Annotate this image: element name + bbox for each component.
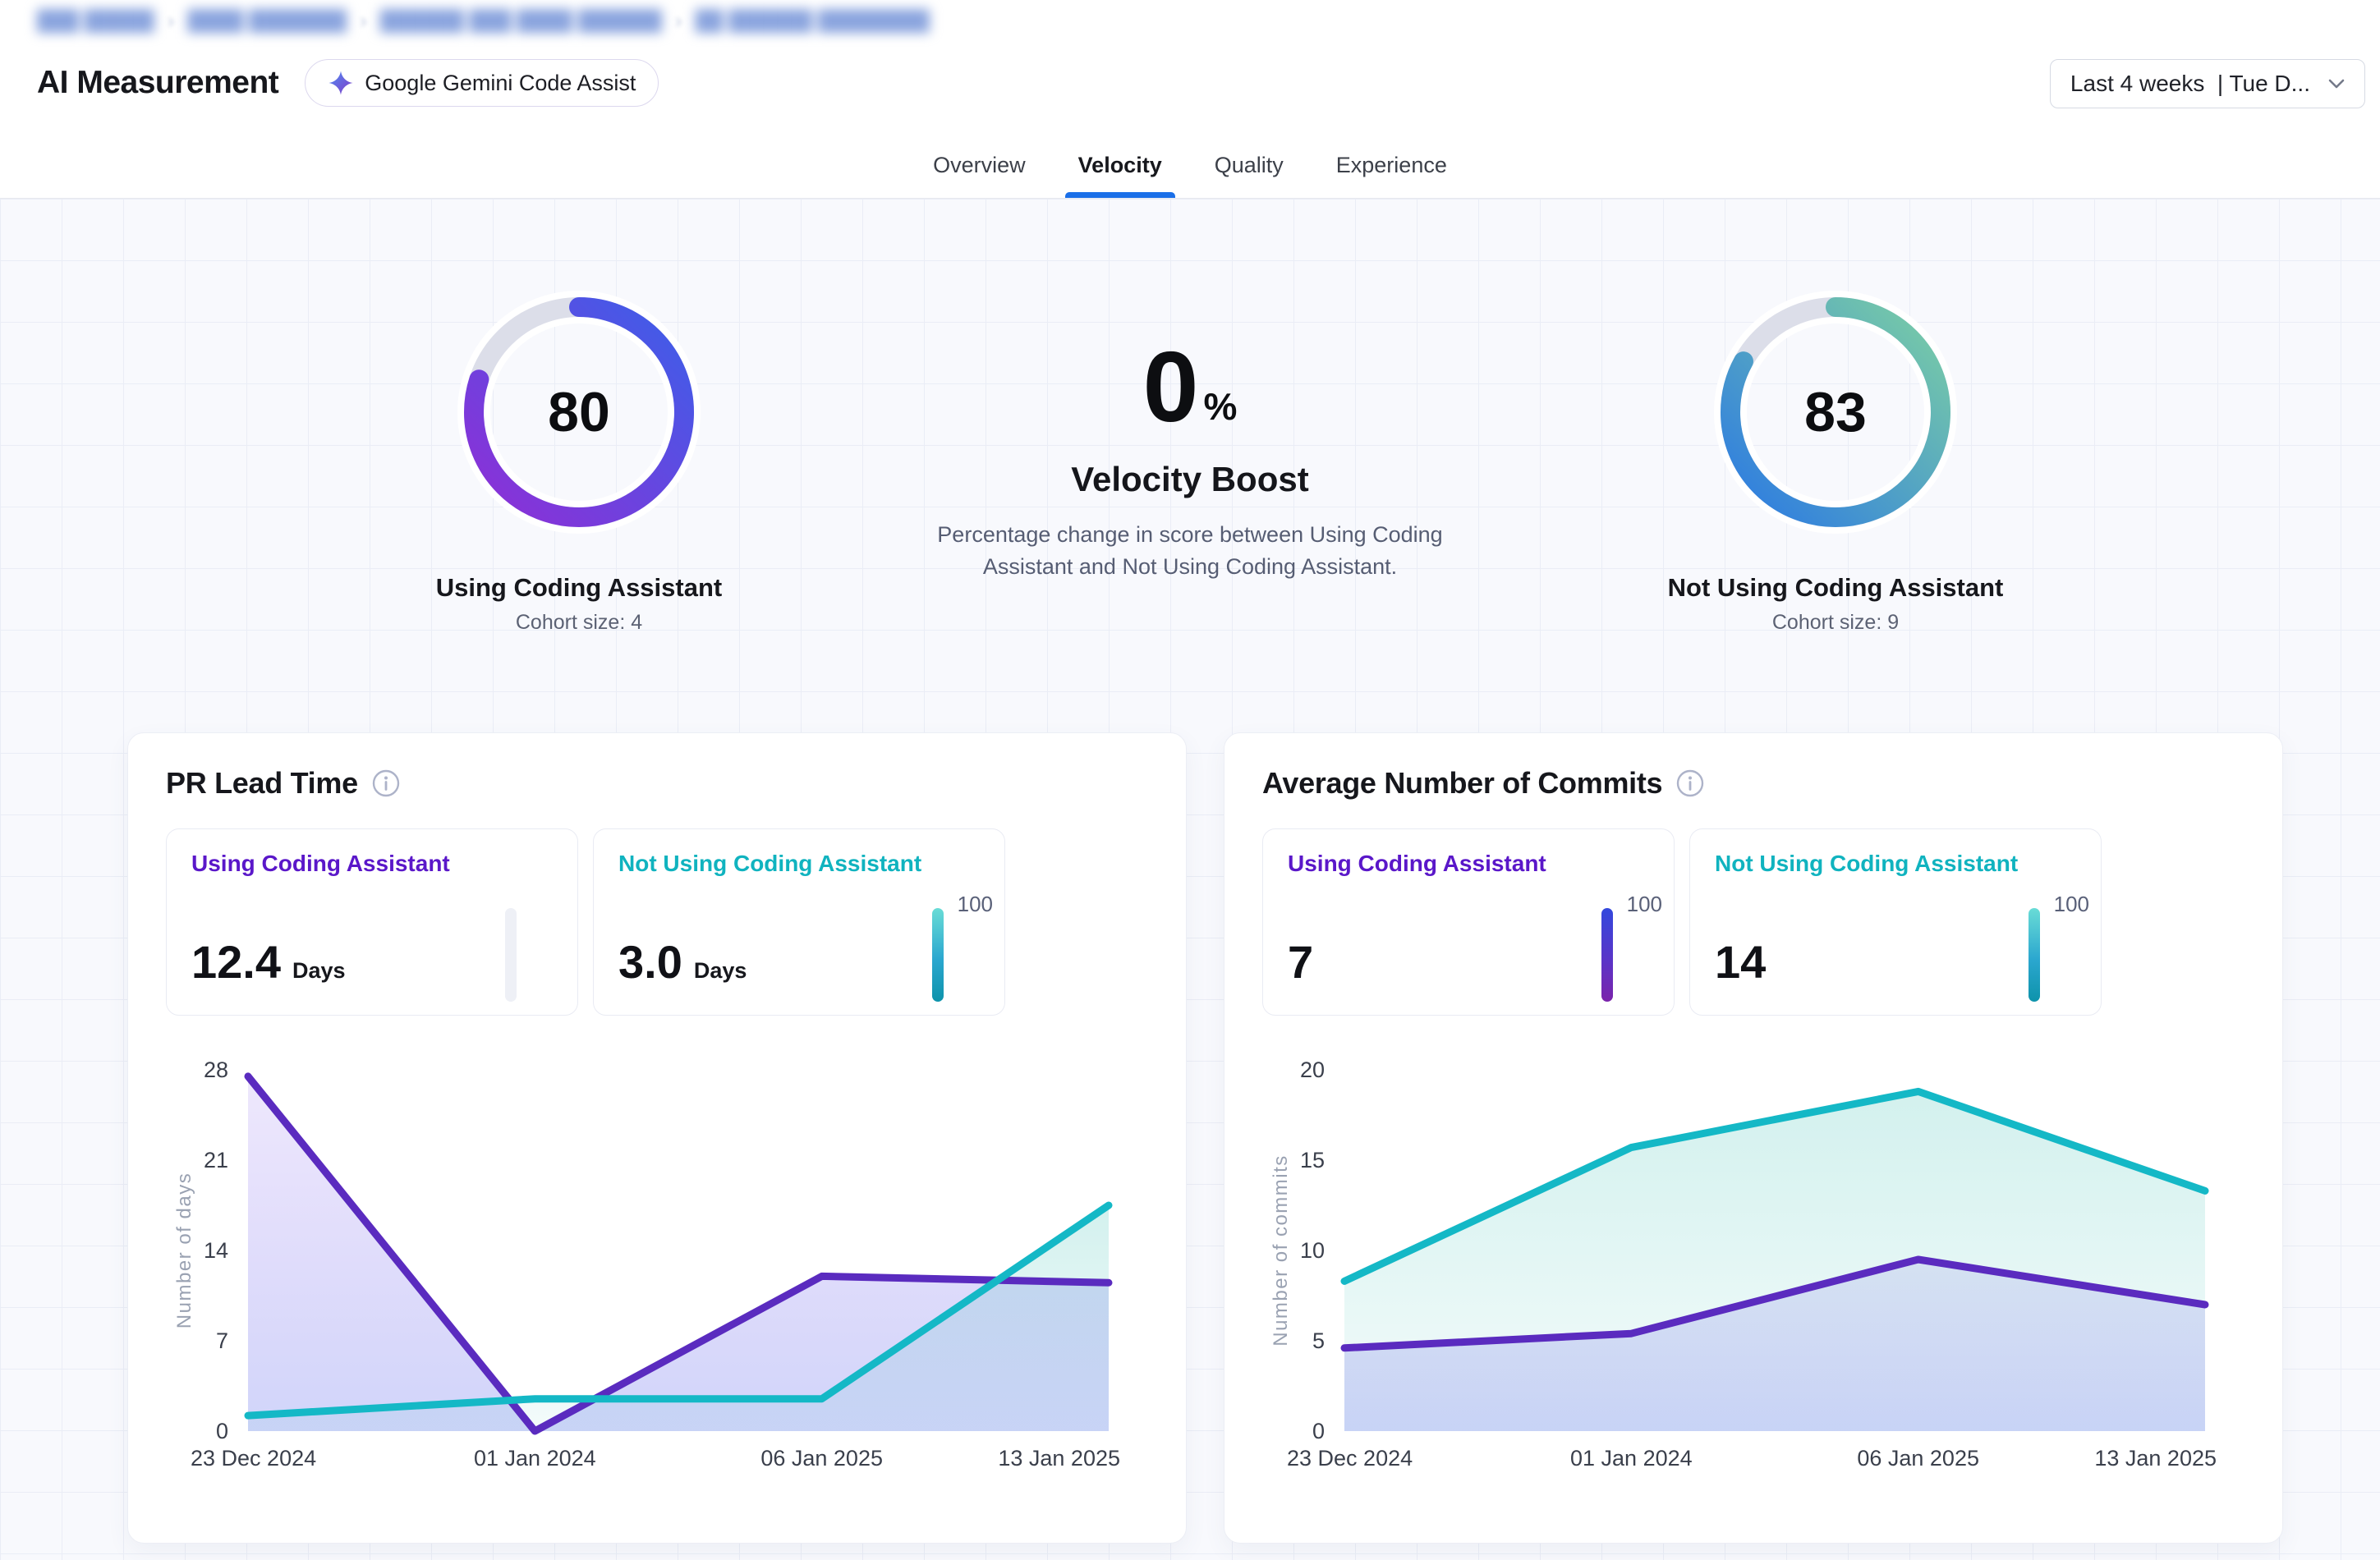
page-title: AI Measurement — [37, 65, 279, 100]
svg-text:7: 7 — [216, 1328, 228, 1353]
score-bar — [2029, 908, 2040, 1002]
gemini-sparkle-icon — [329, 71, 353, 95]
score-bar-max: 100 — [957, 892, 993, 916]
boost-percent-sign: % — [1203, 385, 1238, 428]
gemini-badge: Google Gemini Code Assist — [305, 59, 659, 107]
svg-text:01 Jan 2024: 01 Jan 2024 — [1570, 1446, 1693, 1471]
stat-card-not-using: Not Using Coding Assistant 3.0 Days 100 — [593, 828, 1005, 1016]
tab-bar: Overview Velocity Quality Experience — [0, 140, 2380, 199]
svg-text:06 Jan 2025: 06 Jan 2025 — [1857, 1446, 1979, 1471]
velocity-boost-title: Velocity Boost — [1071, 460, 1309, 498]
stat-value: 3.0 — [618, 936, 682, 988]
score-bar-max: 100 — [1626, 892, 1662, 916]
stat-label: Using Coding Assistant — [1288, 851, 1546, 876]
card-title: PR Lead Time — [166, 766, 358, 800]
top-bar: ███ █████ › ████ ███████ › ██████ ███ ██… — [0, 0, 2380, 140]
using-assistant-gauge-block: 80 Using Coding Assistant Cohort size: 4 — [316, 289, 842, 635]
info-icon[interactable] — [1675, 769, 1705, 798]
not-using-assistant-gauge: 83 — [1712, 289, 1959, 535]
svg-text:0: 0 — [216, 1419, 228, 1443]
svg-text:13 Jan 2025: 13 Jan 2025 — [2094, 1446, 2217, 1471]
gauge-ring — [1714, 291, 1957, 534]
not-using-assistant-gauge-block: 83 Not Using Coding Assistant Cohort siz… — [1573, 289, 2098, 635]
tab-quality[interactable]: Quality — [1214, 153, 1284, 177]
tab-experience[interactable]: Experience — [1335, 153, 1447, 177]
svg-text:01 Jan 2024: 01 Jan 2024 — [474, 1446, 596, 1471]
svg-text:0: 0 — [1312, 1419, 1325, 1443]
svg-text:28: 28 — [204, 1058, 228, 1082]
gauge-label: Not Using Coding Assistant — [1667, 573, 2004, 602]
stat-unit: Days — [693, 958, 747, 983]
stat-label: Not Using Coding Assistant — [618, 851, 922, 876]
card-title: Average Number of Commits — [1262, 766, 1663, 800]
gauge-score: 80 — [548, 381, 610, 443]
svg-text:13 Jan 2025: 13 Jan 2025 — [998, 1446, 1120, 1471]
svg-text:23 Dec 2024: 23 Dec 2024 — [1287, 1446, 1413, 1471]
breadcrumb-segment-redacted[interactable]: ██ ██████ ████████ — [695, 9, 930, 32]
velocity-boost-block: 0 % Velocity Boost Percentage change in … — [911, 337, 1469, 583]
breadcrumb-segment-redacted[interactable]: ███ █████ — [37, 9, 154, 32]
stat-unit: Days — [292, 958, 346, 983]
svg-text:Number of commits: Number of commits — [1270, 1154, 1292, 1347]
info-icon[interactable] — [371, 769, 401, 798]
score-bar — [505, 908, 517, 1002]
breadcrumb-separator: › — [167, 8, 175, 33]
stat-value: 12.4 — [191, 936, 281, 988]
chevron-down-icon — [2328, 79, 2345, 89]
score-bar-max: 100 — [2053, 892, 2089, 916]
tab-velocity[interactable]: Velocity — [1064, 153, 1175, 198]
gauge-label: Using Coding Assistant — [435, 573, 723, 602]
score-bar — [1601, 908, 1613, 1002]
tab-velocity-label: Velocity — [1077, 153, 1162, 177]
svg-text:21: 21 — [204, 1148, 228, 1172]
svg-text:Number of days: Number of days — [173, 1172, 195, 1328]
score-bar — [932, 908, 944, 1002]
stat-label: Not Using Coding Assistant — [1715, 851, 2019, 876]
svg-text:20: 20 — [1300, 1058, 1325, 1082]
velocity-boost-description: Percentage change in score between Using… — [937, 522, 1443, 580]
breadcrumb-separator: › — [674, 8, 682, 33]
active-tab-underline — [1064, 192, 1175, 198]
avg-commits-card: Average Number of Commits Using Coding A… — [1224, 732, 2283, 1544]
gauge-cohort-size: Cohort size: 9 — [1771, 611, 1900, 634]
using-assistant-gauge: 80 — [456, 289, 702, 535]
breadcrumb-segment-redacted[interactable]: ████ ███████ — [187, 9, 347, 32]
stat-label: Using Coding Assistant — [191, 851, 450, 876]
boost-number: 0 — [1142, 331, 1199, 443]
metric-cards-row: PR Lead Time Using Coding Assistant 12.4… — [127, 732, 2283, 1544]
stat-value: 7 — [1288, 936, 1314, 988]
gauge-ring — [457, 291, 701, 534]
gauge-score: 83 — [1804, 381, 1867, 443]
svg-text:06 Jan 2025: 06 Jan 2025 — [760, 1446, 883, 1471]
stat-card-using: Using Coding Assistant 7 100 — [1262, 828, 1675, 1016]
date-range-value: Last 4 weeks | Tue D... — [2070, 71, 2310, 96]
stat-card-using: Using Coding Assistant 12.4 Days — [166, 828, 578, 1016]
breadcrumb-separator: › — [360, 8, 367, 33]
stat-card-not-using: Not Using Coding Assistant 14 100 — [1689, 828, 2102, 1016]
svg-text:15: 15 — [1300, 1148, 1325, 1172]
tab-overview[interactable]: Overview — [933, 153, 1026, 177]
svg-text:23 Dec 2024: 23 Dec 2024 — [191, 1446, 316, 1471]
stat-value: 14 — [1715, 936, 1767, 988]
breadcrumb-segment-redacted[interactable]: ██████ ███ ████ ██████ — [379, 9, 662, 32]
avg-commits-chart: 0 5 10 15 20 Number of commits 23 Dec 2024 01 J… — [1262, 1045, 2244, 1493]
velocity-content: 80 Using Coding Assistant Cohort size: 4… — [0, 199, 2380, 1560]
svg-text:14: 14 — [204, 1238, 228, 1263]
pr-lead-time-chart: 0 7 14 21 28 Number of days 23 Dec 2024 01 Jan … — [166, 1045, 1148, 1493]
date-range-select[interactable]: Last 4 weeks | Tue D... — [2049, 59, 2365, 108]
velocity-boost-value: 0 % — [1143, 337, 1238, 437]
gauge-cohort-size: Cohort size: 4 — [515, 611, 643, 634]
svg-text:10: 10 — [1300, 1238, 1325, 1263]
svg-text:5: 5 — [1312, 1328, 1325, 1353]
pr-lead-time-card: PR Lead Time Using Coding Assistant 12.4… — [127, 732, 1187, 1544]
breadcrumb: ███ █████ › ████ ███████ › ██████ ███ ██… — [37, 8, 930, 34]
gemini-badge-label: Google Gemini Code Assist — [365, 70, 636, 95]
